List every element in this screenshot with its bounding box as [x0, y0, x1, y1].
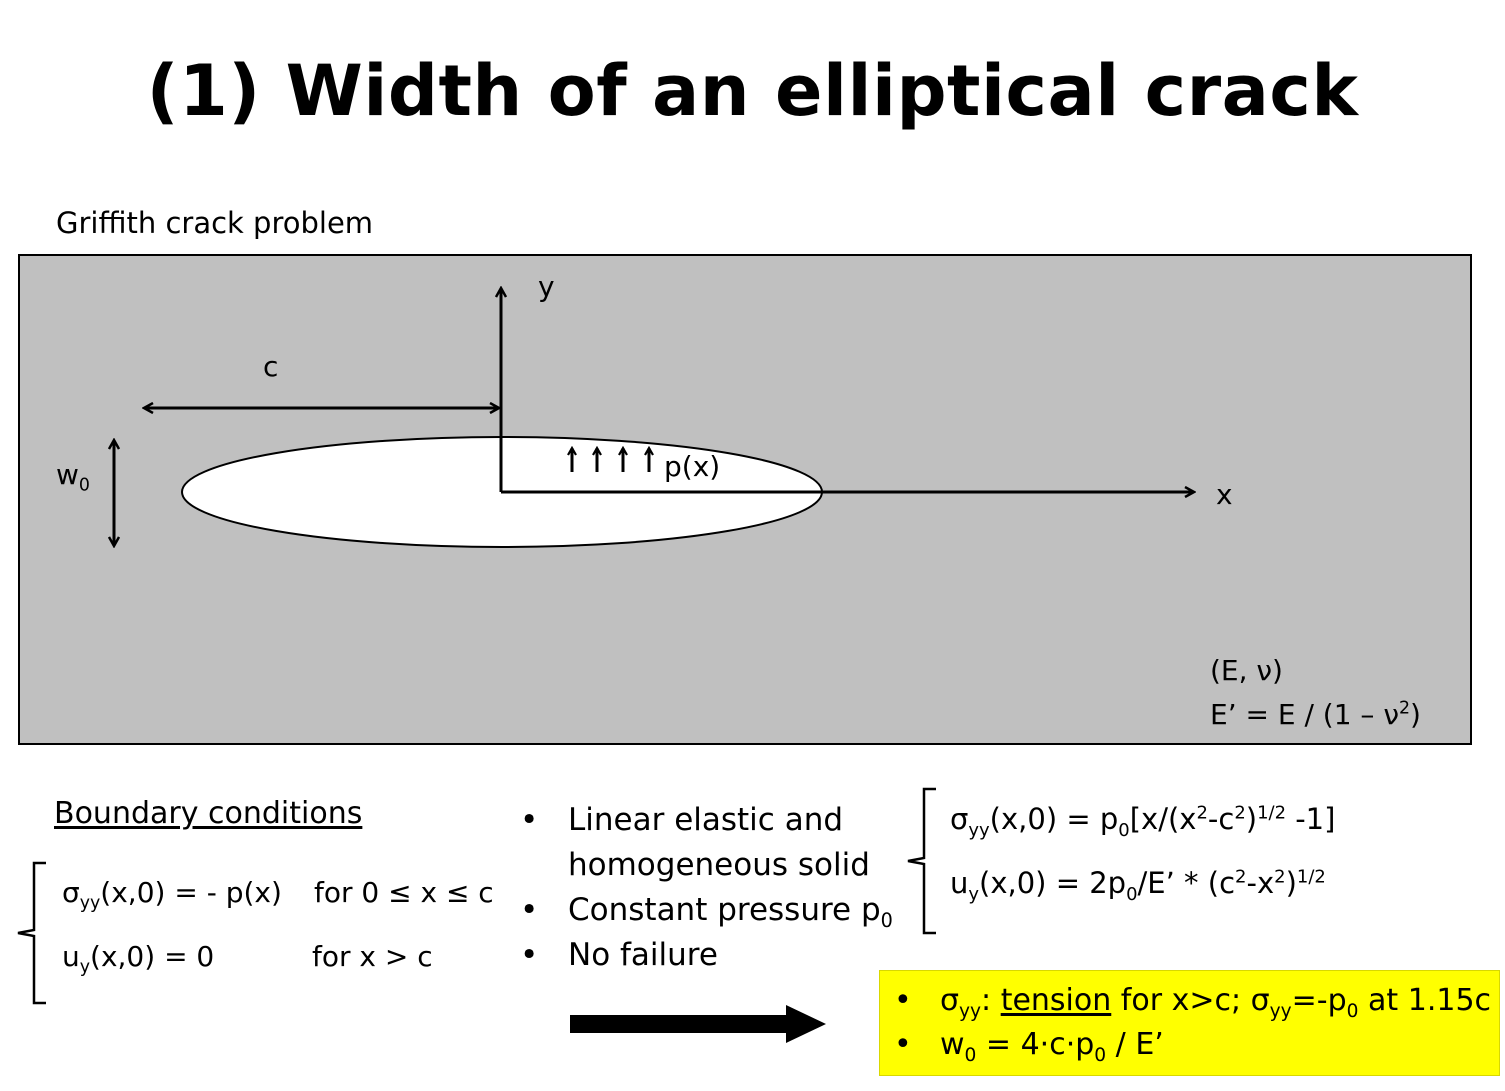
- slide-title: (1) Width of an elliptical crack: [146, 50, 1359, 132]
- assumptions-list: • Linear elastic and homogeneous solid •…: [520, 798, 900, 978]
- right-brace: [907, 787, 936, 935]
- boundary-condition-displacement: uy(x,0) = 0: [62, 940, 215, 978]
- bullet-icon: •: [894, 1027, 912, 1062]
- bullet-icon: •: [520, 802, 539, 838]
- displacement-solution: uy(x,0) = 2p0/E’ * (c2-x2)1/2: [950, 866, 1326, 905]
- bullet-icon: •: [520, 937, 539, 973]
- conclusion-stress: • σyy: tension for x>c; σyy=-p0 at 1.15c: [894, 983, 1492, 1022]
- y-axis-label: y: [538, 270, 555, 303]
- plane-strain-modulus: E’ = E / (1 – ν2): [1210, 698, 1421, 731]
- half-length-label: c: [263, 350, 279, 383]
- boundary-condition-stress: σyy(x,0) = - p(x): [62, 876, 282, 914]
- conclusion-box: • σyy: tension for x>c; σyy=-p0 at 1.15c …: [879, 970, 1500, 1076]
- conclusion-width: • w0 = 4·c·p0 / E’: [894, 1027, 1164, 1066]
- result-arrow: [570, 1005, 826, 1043]
- crack-diagram-svg: [18, 254, 1472, 745]
- boundary-condition-displacement-range: for x > c: [312, 940, 433, 973]
- assumption-item: • Linear elastic and homogeneous solid: [520, 798, 900, 888]
- crack-diagram: y x c w0 p(x) (E, ν) E’ = E / (1 – ν2): [18, 254, 1472, 745]
- material-properties: (E, ν): [1210, 654, 1283, 687]
- assumption-item: • No failure: [520, 933, 900, 978]
- boundary-condition-stress-range: for 0 ≤ x ≤ c: [314, 876, 494, 909]
- width-label: w0: [56, 458, 90, 496]
- x-axis-label: x: [1216, 478, 1233, 511]
- boundary-conditions-heading: Boundary conditions: [54, 796, 363, 831]
- pressure-label: p(x): [664, 450, 721, 483]
- bullet-icon: •: [894, 983, 912, 1018]
- stress-solution: σyy(x,0) = p0[x/(x2-c2)1/2 -1]: [950, 802, 1336, 841]
- bullet-icon: •: [520, 892, 539, 928]
- diagram-caption: Griffith crack problem: [56, 206, 374, 240]
- left-brace: [17, 861, 46, 1005]
- assumption-item: • Constant pressure p0: [520, 888, 900, 933]
